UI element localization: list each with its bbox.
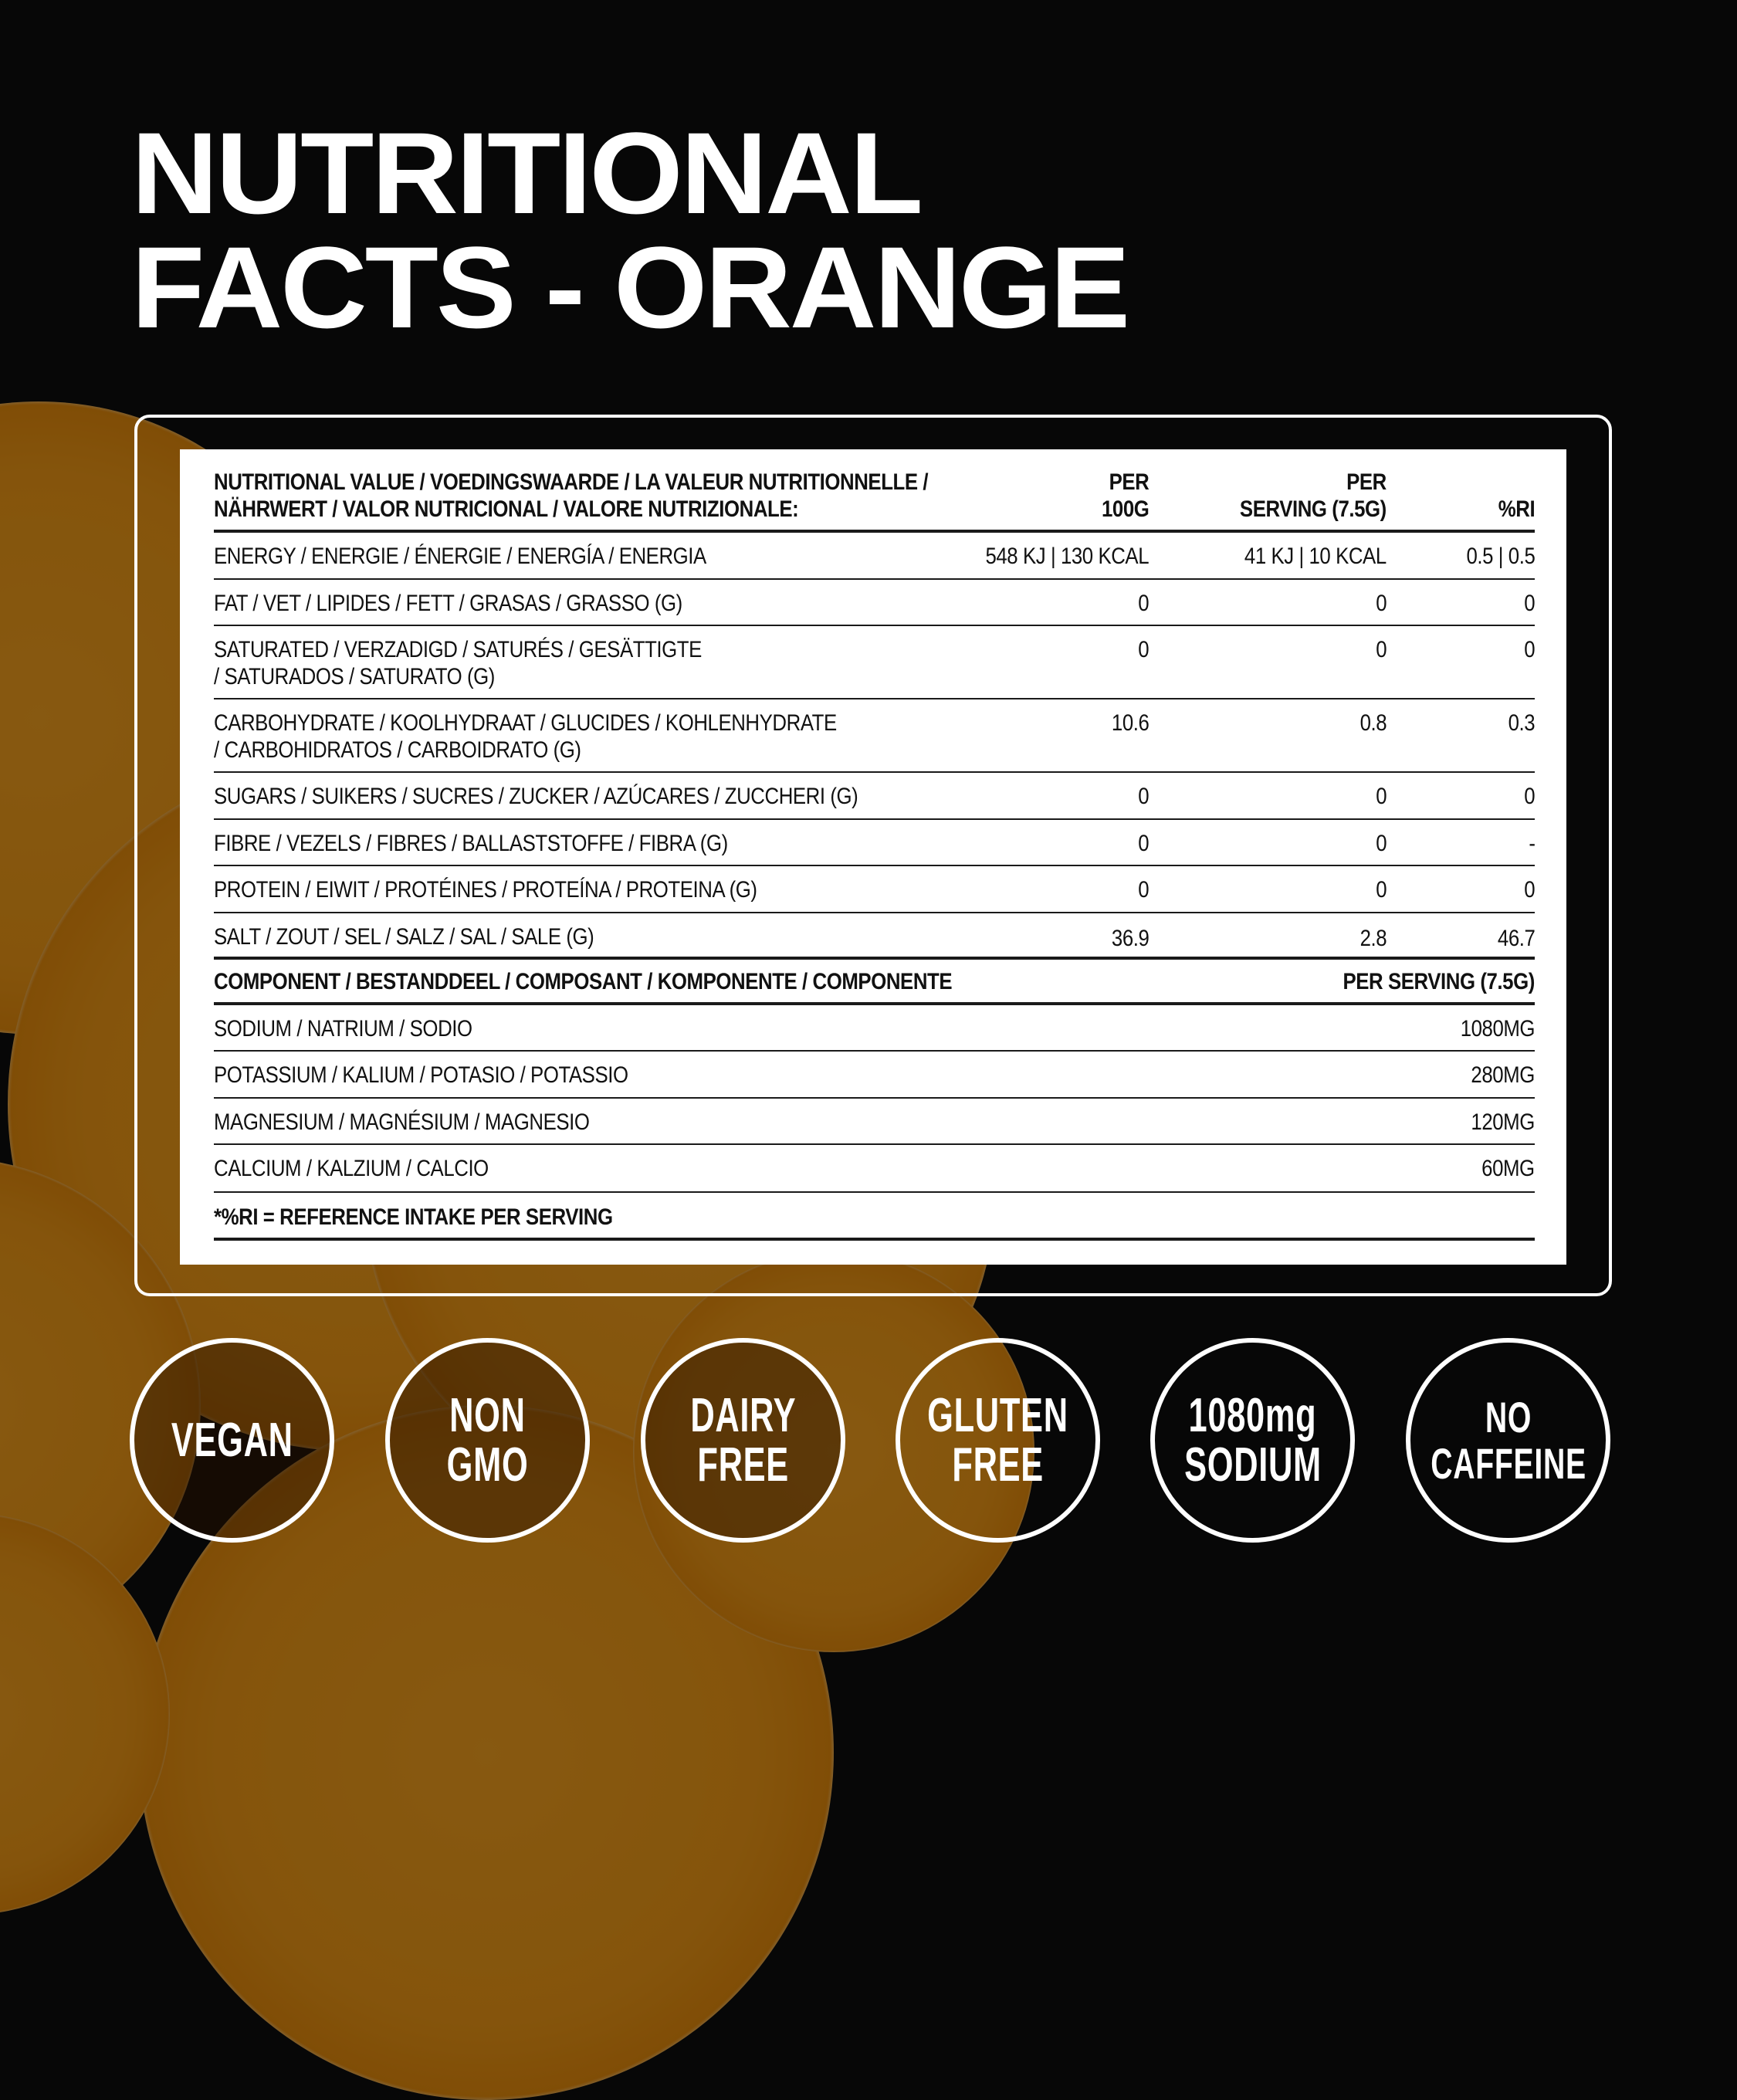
row-per-serving: 0: [1376, 831, 1387, 856]
row-label-line-1: SATURATED / VERZADIGD / SATURÉS / GESÄTT…: [214, 637, 702, 662]
title-line-2: FACTS - ORANGE: [131, 222, 1130, 352]
row-ri: 0: [1524, 877, 1535, 903]
nutrition-frame: [134, 415, 1612, 1296]
row-per-100g: 36.9: [1111, 926, 1150, 951]
row-label-line-2: / SATURADOS / SATURATO (G): [214, 664, 495, 689]
header-label-line-1: NUTRITIONAL VALUE / VOEDINGSWAARDE / LA …: [214, 469, 929, 495]
badge-text-line-1: VEGAN: [171, 1413, 293, 1467]
badge-sodium: 1080mg SODIUM: [1150, 1338, 1355, 1543]
row-per-100g: 0: [1138, 784, 1149, 809]
header-ri-label: %RI: [1498, 496, 1536, 522]
row-ri: 0.5 | 0.5: [1466, 544, 1535, 569]
component-label: POTASSIUM / KALIUM / POTASIO / POTASSIO: [214, 1062, 628, 1088]
component-value: 1080MG: [1460, 1016, 1536, 1042]
component-value: 280MG: [1471, 1062, 1536, 1088]
row-label: ENERGY / ENERGIE / ÉNERGIE / ENERGÍA / E…: [214, 544, 706, 569]
row-per-serving: 41 KJ | 10 KCAL: [1244, 544, 1387, 569]
row-per-serving: 0.8: [1359, 710, 1387, 736]
table-row-fat: FAT / VET / LIPIDES / FETT / GRASAS / GR…: [214, 580, 1535, 626]
table-row-salt: SALT / ZOUT / SEL / SALZ / SAL / SALE (G…: [214, 913, 1535, 960]
badge-vegan: VEGAN: [130, 1338, 334, 1543]
header-ri: %RI: [1498, 496, 1536, 523]
row-ri: 0: [1524, 784, 1535, 809]
header-per-serving-line-1: PER: [1346, 469, 1387, 495]
nutrition-table: NUTRITIONAL VALUE / VOEDINGSWAARDE / LA …: [214, 469, 1535, 1241]
row-ri: 0: [1524, 637, 1535, 662]
row-label: FIBRE / VEZELS / FIBRES / BALLASTSTOFFE …: [214, 831, 728, 856]
row-per-100g: 0: [1138, 831, 1149, 856]
row-label: CARBOHYDRATE / KOOLHYDRAAT / GLUCIDES / …: [214, 710, 878, 764]
component-label: CALCIUM / KALZIUM / CALCIO: [214, 1156, 489, 1181]
table-row-protein: PROTEIN / EIWIT / PROTÉINES / PROTEÍNA /…: [214, 866, 1535, 913]
table-row-carbohydrate: CARBOHYDRATE / KOOLHYDRAAT / GLUCIDES / …: [214, 699, 1535, 773]
footnote-row: *%RI = REFERENCE INTAKE PER SERVING: [214, 1193, 1535, 1241]
component-header-label: COMPONENT / BESTANDDEEL / COMPOSANT / KO…: [214, 969, 953, 994]
badge-text-line-2: CAFFEINE: [1430, 1438, 1586, 1488]
table-row-fibre: FIBRE / VEZELS / FIBRES / BALLASTSTOFFE …: [214, 820, 1535, 866]
component-label: SODIUM / NATRIUM / SODIO: [214, 1016, 472, 1042]
table-row-energy: ENERGY / ENERGIE / ÉNERGIE / ENERGÍA / E…: [214, 533, 1535, 580]
nutrition-panel: NUTRITIONAL VALUE / VOEDINGSWAARDE / LA …: [180, 449, 1566, 1265]
header-label: NUTRITIONAL VALUE / VOEDINGSWAARDE / LA …: [214, 469, 929, 523]
header-per-100g-line-1: PER: [1109, 469, 1149, 495]
badge-gluten-free: GLUTEN FREE: [896, 1338, 1100, 1543]
badge-text-line-1: DAIRY: [690, 1388, 796, 1442]
component-value: 120MG: [1471, 1109, 1536, 1135]
badge-text-line-1: GLUTEN: [927, 1388, 1068, 1442]
row-per-100g: 0: [1138, 591, 1149, 616]
title-line-1: NUTRITIONAL: [131, 108, 923, 238]
row-label-line-1: CARBOHYDRATE / KOOLHYDRAAT / GLUCIDES / …: [214, 710, 837, 736]
component-header-row: COMPONENT / BESTANDDEEL / COMPOSANT / KO…: [214, 960, 1535, 1005]
badge-text-line-2: FREE: [697, 1438, 789, 1492]
badge-dairy-free: DAIRY FREE: [641, 1338, 845, 1543]
row-per-100g: 10.6: [1111, 710, 1150, 736]
header-label-line-2: NÄHRWERT / VALOR NUTRICIONAL / VALORE NU…: [214, 496, 799, 522]
badge-no-caffeine: NO CAFFEINE: [1406, 1338, 1610, 1543]
header-per-100g: PER 100G: [1101, 469, 1150, 523]
row-ri: -: [1528, 831, 1536, 856]
header-per-100g-line-2: 100G: [1101, 496, 1150, 522]
row-ri: 0.3: [1508, 710, 1535, 736]
component-row-calcium: CALCIUM / KALZIUM / CALCIO 60MG: [214, 1145, 1535, 1193]
page-title: NUTRITIONAL FACTS - ORANGE: [131, 108, 1130, 352]
component-header-value: PER SERVING (7.5G): [1343, 969, 1536, 994]
row-label: SUGARS / SUIKERS / SUCRES / ZUCKER / AZÚ…: [214, 784, 858, 809]
badge-text-line-1: NO: [1485, 1392, 1532, 1441]
component-value: 60MG: [1481, 1156, 1535, 1181]
row-per-serving: 0: [1376, 877, 1387, 903]
table-row-saturated: SATURATED / VERZADIGD / SATURÉS / GESÄTT…: [214, 626, 1535, 699]
row-per-100g: 0: [1138, 877, 1149, 903]
header-per-serving: PER SERVING (7.5G): [1240, 469, 1387, 523]
badge-text-line-2: SODIUM: [1183, 1438, 1322, 1492]
row-per-100g: 548 KJ | 130 KCAL: [985, 544, 1149, 569]
feature-badges: VEGAN NON GMO DAIRY FREE GLUTEN FREE 108…: [130, 1338, 1610, 1543]
table-header-row: NUTRITIONAL VALUE / VOEDINGSWAARDE / LA …: [214, 469, 1535, 533]
row-ri: 46.7: [1497, 926, 1536, 951]
component-row-sodium: SODIUM / NATRIUM / SODIO 1080MG: [214, 1005, 1535, 1052]
row-label: SALT / ZOUT / SEL / SALZ / SAL / SALE (G…: [214, 924, 594, 950]
table-row-sugars: SUGARS / SUIKERS / SUCRES / ZUCKER / AZÚ…: [214, 773, 1535, 820]
header-per-serving-line-2: SERVING (7.5G): [1240, 496, 1387, 522]
row-label-line-2: / CARBOHIDRATOS / CARBOIDRATO (G): [214, 737, 581, 763]
row-per-serving: 0: [1376, 637, 1387, 662]
row-per-100g: 0: [1138, 637, 1149, 662]
badge-text-line-1: 1080mg: [1188, 1388, 1317, 1442]
row-ri: 0: [1524, 591, 1535, 616]
badge-text-line-1: NON: [449, 1388, 526, 1442]
badge-text-line-2: FREE: [952, 1438, 1044, 1492]
row-label: FAT / VET / LIPIDES / FETT / GRASAS / GR…: [214, 591, 682, 616]
component-label: MAGNESIUM / MAGNÉSIUM / MAGNESIO: [214, 1109, 590, 1135]
row-per-serving: 2.8: [1359, 926, 1387, 951]
row-per-serving: 0: [1376, 784, 1387, 809]
row-label: PROTEIN / EIWIT / PROTÉINES / PROTEÍNA /…: [214, 877, 757, 903]
component-row-potassium: POTASSIUM / KALIUM / POTASIO / POTASSIO …: [214, 1052, 1535, 1099]
footnote: *%RI = REFERENCE INTAKE PER SERVING: [214, 1204, 613, 1230]
row-label: SATURATED / VERZADIGD / SATURÉS / GESÄTT…: [214, 636, 878, 690]
component-row-magnesium: MAGNESIUM / MAGNÉSIUM / MAGNESIO 120MG: [214, 1099, 1535, 1145]
badge-text-line-2: GMO: [446, 1438, 529, 1492]
badge-non-gmo: NON GMO: [385, 1338, 590, 1543]
row-per-serving: 0: [1376, 591, 1387, 616]
